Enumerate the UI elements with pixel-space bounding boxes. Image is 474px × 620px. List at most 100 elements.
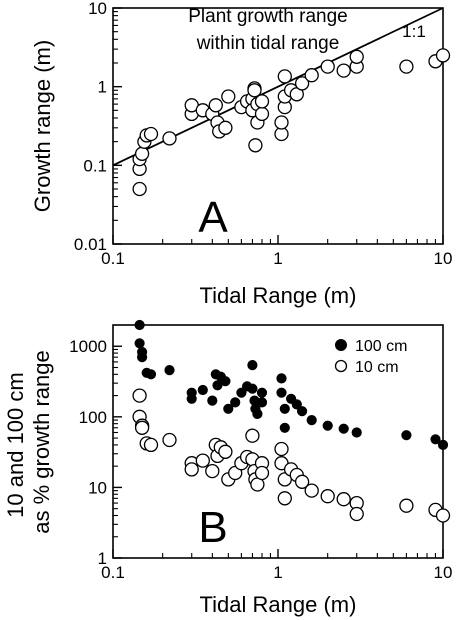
panelB-point-10cm xyxy=(205,463,220,479)
panelA-point-series0 xyxy=(254,94,270,109)
legend-marker-10cm xyxy=(334,359,348,373)
panelB-point-100cm xyxy=(430,434,441,445)
panelA-point-series0 xyxy=(349,49,364,64)
panelA-point-series0 xyxy=(277,69,292,84)
panelB-point-100cm xyxy=(306,415,317,426)
panelA-point-series0 xyxy=(208,98,223,113)
legend-marker-100cm xyxy=(335,339,347,351)
panel-a-annotation-line-2: within tidal range xyxy=(196,33,340,54)
panelB-y-tick-label: 1 xyxy=(98,549,107,568)
panelA-point-series0 xyxy=(247,83,262,98)
panelA-point-series0 xyxy=(132,181,147,197)
panelB-point-100cm xyxy=(207,395,218,406)
legend-label-10cm: 10 cm xyxy=(355,359,399,376)
panelA-point-series0 xyxy=(221,89,236,104)
panelA-x-tick-label: 0.1 xyxy=(101,249,125,268)
panel-b-ticks xyxy=(112,345,444,559)
panelB-point-10cm xyxy=(336,492,351,507)
panel-a-ticks xyxy=(112,7,444,245)
panelB-point-100cm xyxy=(338,423,349,434)
panelB-point-100cm xyxy=(223,403,234,414)
panelA-reference-line xyxy=(112,7,444,167)
legend-label-100cm: 100 cm xyxy=(355,338,407,355)
panelB-x-tick-label: 1 xyxy=(273,563,282,582)
panelB-point-10cm xyxy=(184,462,199,477)
panelA-x-tick-label: 1 xyxy=(273,249,282,268)
panelB-point-100cm xyxy=(291,399,302,410)
panelA-point-series0 xyxy=(294,76,310,91)
panelB-point-100cm xyxy=(297,406,308,417)
panel-a-x-axis-title: Tidal Range (m) xyxy=(200,283,357,308)
panelA-point-series0 xyxy=(304,68,319,83)
panelB-point-10cm xyxy=(320,489,335,504)
panelB-point-100cm xyxy=(401,430,412,441)
panelB-y-tick-label: 1000 xyxy=(69,337,107,356)
panelB-point-100cm xyxy=(197,384,208,396)
panelB-point-100cm xyxy=(256,397,268,408)
panelB-point-100cm xyxy=(220,376,231,387)
panelA-y-tick-label: 0.01 xyxy=(74,235,107,254)
panelB-point-100cm xyxy=(134,338,145,349)
panelB-point-100cm xyxy=(145,369,157,380)
panelB-point-10cm xyxy=(435,508,451,523)
panelB-point-100cm xyxy=(252,408,263,419)
panelB-point-100cm xyxy=(247,383,258,394)
panelB-point-10cm xyxy=(134,420,150,435)
panelB-point-100cm xyxy=(322,420,333,431)
panelB-point-10cm xyxy=(304,483,319,498)
panelA-point-series0 xyxy=(254,106,270,122)
panelB-point-100cm xyxy=(276,387,287,398)
panelB-point-10cm xyxy=(399,498,414,513)
panelA-x-tick-label: 10 xyxy=(434,249,453,268)
panelB-x-tick-label: 0.1 xyxy=(101,563,125,582)
panelB-point-100cm xyxy=(247,360,258,371)
panel-b-letter: B xyxy=(198,503,227,552)
panelB-point-100cm xyxy=(212,380,223,391)
panel-a-annotation-line-1: Plant growth range xyxy=(188,6,348,27)
panelB-point-100cm xyxy=(279,403,290,414)
panelB-point-10cm xyxy=(218,444,233,459)
panelB-point-100cm xyxy=(276,373,287,384)
panel-a-letter: A xyxy=(198,193,228,242)
panelB-point-10cm xyxy=(143,437,159,453)
panelB-point-100cm xyxy=(137,352,148,363)
panelB-point-100cm xyxy=(437,439,449,450)
panelA-point-series0 xyxy=(399,59,414,74)
panelB-point-100cm xyxy=(279,422,290,433)
panelA-point-series0 xyxy=(274,115,289,130)
panelB-point-10cm xyxy=(132,388,147,403)
panel-b-points xyxy=(132,319,451,523)
panelA-point-series0 xyxy=(248,138,263,153)
panelB-point-100cm xyxy=(134,319,145,331)
panelB-point-10cm xyxy=(162,432,177,448)
panelB-point-100cm xyxy=(236,387,247,398)
panelB-point-100cm xyxy=(351,427,362,438)
panelA-y-tick-label: 10 xyxy=(88,0,107,18)
panelB-point-10cm xyxy=(274,441,289,457)
panelA-point-series0 xyxy=(320,59,335,74)
panel-a-reference-line-label: 1:1 xyxy=(402,22,426,41)
panelB-point-100cm xyxy=(256,387,268,398)
panel-b-y-axis-title-line-1: 10 and 100 cm xyxy=(3,372,28,518)
panelA-y-tick-label: 0.1 xyxy=(83,156,107,175)
panelA-point-series0 xyxy=(162,131,177,146)
panelB-point-10cm xyxy=(277,491,292,506)
panelB-y-tick-label: 10 xyxy=(88,478,107,497)
panelB-point-10cm xyxy=(195,453,210,468)
panelB-point-10cm xyxy=(254,465,270,481)
panelA-y-tick-label: 1 xyxy=(98,78,107,97)
panel-a-reference-line-group xyxy=(112,7,444,167)
panelB-point-10cm xyxy=(349,506,364,522)
panel-b-y-axis-title-line-2: as % growth range xyxy=(29,350,54,533)
panel-a-points xyxy=(132,48,451,197)
panelA-point-series0 xyxy=(336,63,351,78)
panelB-point-10cm xyxy=(245,428,260,443)
panelB-point-100cm xyxy=(164,365,175,376)
panel-b-y-axis-title: 10 and 100 cm as % growth range xyxy=(3,350,54,533)
panelB-y-tick-label: 100 xyxy=(79,408,107,427)
